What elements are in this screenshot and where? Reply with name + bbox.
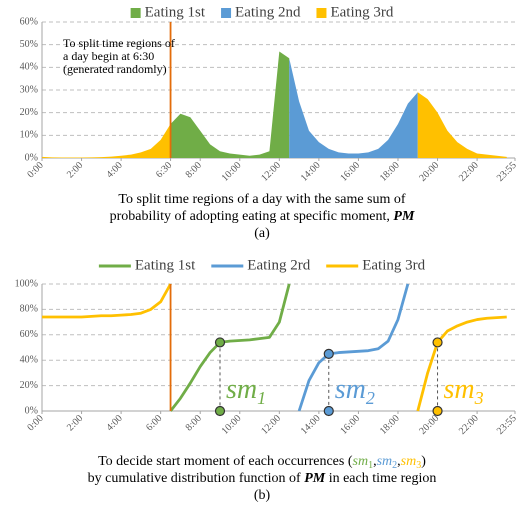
marker-label-text: sm [335,374,366,405]
annotation: To split time regions of [63,36,175,50]
y-tick-label: 60% [20,329,38,340]
legend: Eating 1st Eating 2nd Eating 3rd [130,4,394,20]
caption-text: ) [421,454,426,469]
legend-label: Eating 2rd [247,257,310,273]
x-tick-label: 16:00 [338,413,362,437]
legend-swatch [221,8,232,18]
legend-swatch [316,8,327,18]
marker [214,337,226,348]
y-tick-label: 100% [15,278,38,289]
marker [323,405,334,417]
annotation: (generated randomly) [63,62,167,76]
marker-label: sm2 [335,374,375,408]
y-tick-label: 0% [25,405,38,416]
marker-label: sm1 [226,374,266,408]
x-tick-label: 6:30 [154,160,174,180]
annotation: a day begin at 6:30 [63,49,154,63]
caption-text: PM [393,209,415,224]
x-tick-label: 8:00 [184,413,204,433]
marker [432,405,443,417]
x-tick-label: 18:00 [378,413,402,437]
caption-text: , [397,454,401,469]
y-tick-label: 80% [20,304,38,315]
caption: (a) [254,226,270,241]
x-tick-label: 6:00 [144,413,164,433]
legend: Eating 1st Eating 2rd Eating 3rd [98,257,426,273]
caption: To split time regions of a day with the … [118,192,405,207]
caption-text: 1 [368,460,373,471]
x-tick-label: 8:00 [184,160,204,180]
caption-text: sm [377,454,393,469]
x-tick-label: 10:00 [220,160,244,184]
area [170,51,290,158]
line [42,283,507,412]
x-tick-label: 22:00 [457,160,481,184]
marker [214,405,226,417]
caption-text: sm [353,454,369,469]
caption-text: 3 [416,460,421,471]
x-tick-label: 2:00 [65,160,85,180]
x-tick-label: 23:55 [495,160,519,184]
caption: To decide start moment of each occurrenc… [98,454,426,471]
x-tick-label: 22:00 [457,413,481,437]
y-tick-label: 20% [20,380,38,391]
marker [323,348,334,359]
x-tick-label: 4:00 [105,413,125,433]
caption-text: in each time region [325,471,436,486]
caption: by cumulative distribution function of P… [88,471,437,486]
line [297,283,410,412]
line [169,283,291,412]
y-tick-label: 40% [20,62,38,73]
x-tick-label: 20:00 [417,413,441,437]
marker-label-sub: 2 [366,388,375,408]
x-tick-label: 12:00 [259,160,283,184]
caption-text: by cumulative distribution function of [88,471,305,486]
marker-label-text: sm [444,374,475,405]
x-tick-label: 2:00 [65,413,85,433]
x-tick-label: 12:00 [259,413,283,437]
area [289,58,418,159]
caption-text: (a) [254,226,270,241]
caption: probability of adopting eating at specif… [110,209,415,224]
x-tick-label: 23:55 [495,413,519,437]
legend-label: Eating 3rd [330,4,393,20]
x-tick-label: 14:00 [299,160,323,184]
y-tick-label: 60% [20,16,38,27]
caption-text: , [373,454,377,469]
y-tick-label: 40% [20,354,38,365]
x-tick-label: 14:00 [299,413,323,437]
marker-label-sub: 3 [474,388,484,408]
x-tick-label: 20:00 [417,160,441,184]
y-tick-label: 20% [20,107,38,118]
x-tick-label: 4:00 [105,160,125,180]
y-tick-label: 10% [20,130,38,141]
area [42,92,507,158]
caption-text: PM [304,471,326,486]
caption-text: sm [401,454,417,469]
caption-text: To split time regions of a day with the … [118,192,405,207]
y-tick-label: 0% [25,152,38,163]
x-tick-label: 18:00 [378,160,402,184]
marker [432,337,443,348]
x-tick-label: 10:00 [220,413,244,437]
legend-label: Eating 2nd [235,4,301,20]
marker-label-text: sm [226,374,257,405]
legend-swatch [130,8,141,18]
y-tick-label: 30% [20,84,38,95]
legend-label: Eating 3rd [362,257,425,273]
x-tick-label: 16:00 [338,160,362,184]
caption-text: To decide start moment of each occurrenc… [98,454,353,469]
caption-text: 2 [392,460,397,471]
legend-label: Eating 1st [135,257,196,273]
marker-label-sub: 1 [257,388,266,408]
caption: (b) [254,488,271,503]
y-tick-label: 50% [20,39,38,50]
legend-label: Eating 1st [145,4,206,20]
caption-text: probability of adopting eating at specif… [110,209,394,224]
marker-label: sm3 [444,374,484,408]
caption-text: (b) [254,488,271,503]
